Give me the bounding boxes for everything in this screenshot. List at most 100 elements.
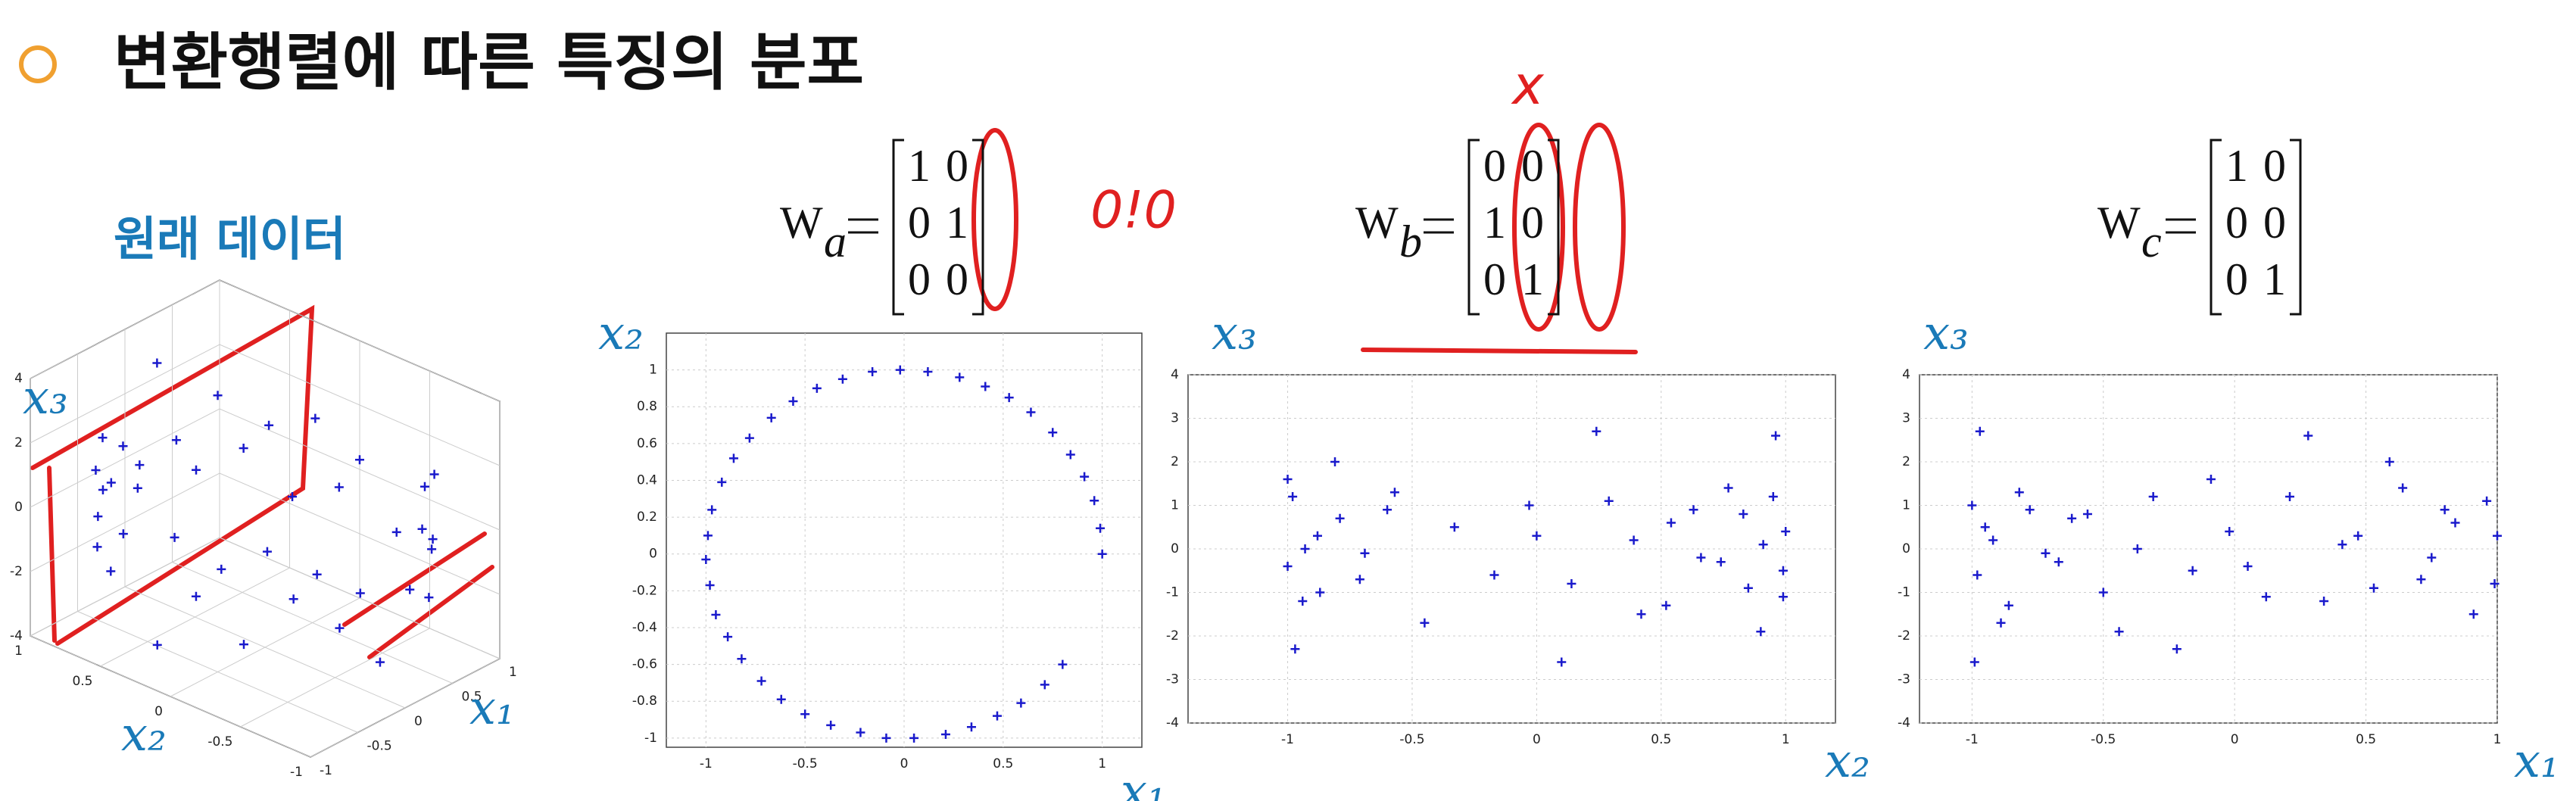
z-tick-label: -2 — [10, 564, 23, 579]
data-point — [170, 532, 179, 542]
grid-line — [240, 371, 430, 728]
data-point — [171, 435, 181, 445]
data-point — [213, 391, 223, 400]
data-point — [1689, 505, 1698, 515]
data-point — [1315, 588, 1325, 597]
data-point — [93, 512, 103, 522]
data-point — [723, 632, 733, 642]
data-point — [1781, 527, 1791, 536]
handwritten-note: x — [1511, 55, 1544, 117]
data-point — [1330, 457, 1340, 466]
matrix-entry: 1 — [1521, 254, 1544, 304]
data-point — [1298, 597, 1308, 606]
data-point — [703, 531, 713, 541]
y-tick-label: -4 — [1898, 715, 1910, 731]
matrix-entry: 1 — [908, 141, 931, 191]
data-point — [1004, 393, 1014, 403]
red-stroke — [30, 304, 494, 659]
grid-line — [30, 280, 220, 637]
data-point — [2041, 548, 2051, 558]
data-point — [2416, 575, 2426, 584]
data-point — [106, 478, 116, 488]
data-point — [1696, 553, 1706, 563]
data-point — [2206, 475, 2216, 484]
matrix-name: W — [1355, 198, 1399, 248]
data-point — [1604, 496, 1614, 506]
z-tick-label: -4 — [10, 628, 23, 644]
y-tick-label: 0.4 — [637, 472, 657, 488]
x-tick-label: 0.5 — [462, 690, 482, 705]
y-tick-label: 3 — [1171, 411, 1179, 426]
data-point — [1449, 522, 1459, 532]
data-point — [1283, 562, 1293, 571]
red-circle — [1512, 123, 1565, 332]
data-point — [429, 469, 439, 479]
data-point — [310, 413, 320, 423]
matrix-name: W — [780, 198, 823, 248]
equals-sign — [848, 218, 878, 234]
data-point — [2067, 513, 2077, 523]
y-tick-label: -3 — [1898, 672, 1910, 687]
y-tick-label: 0 — [1171, 541, 1179, 556]
data-point — [1778, 592, 1788, 602]
z-tick-label: 4 — [14, 371, 23, 386]
red-circle — [1573, 123, 1626, 332]
matrix-bracket — [2210, 139, 2302, 316]
data-point — [106, 566, 116, 576]
matrix-entry: 0 — [2225, 254, 2248, 304]
data-point — [1723, 483, 1733, 493]
data-point — [966, 722, 976, 732]
data-point — [264, 420, 274, 430]
data-point — [2482, 496, 2492, 506]
z-tick-label: 0 — [14, 500, 23, 515]
y-tick-label: 0 — [154, 704, 163, 719]
x-tick-label: 0 — [1533, 732, 1541, 747]
data-point — [1420, 618, 1430, 628]
data-point — [2082, 510, 2092, 519]
data-point — [355, 455, 364, 465]
data-point — [217, 564, 226, 574]
x-tick-label: -1 — [320, 763, 332, 778]
matrix-entry: 0 — [1521, 198, 1544, 248]
data-point — [355, 588, 365, 598]
data-point — [1743, 583, 1753, 593]
data-point — [2098, 588, 2108, 597]
data-point — [1967, 500, 1977, 510]
data-point — [1283, 475, 1293, 484]
data-point — [288, 492, 298, 501]
y-tick-label: 1 — [1171, 498, 1179, 513]
data-point — [1360, 548, 1370, 558]
grid-line — [310, 401, 501, 758]
x-tick-label: -0.5 — [367, 739, 392, 754]
data-point — [909, 733, 919, 743]
x-tick-label: 0 — [2231, 732, 2239, 747]
data-point — [391, 527, 401, 537]
data-point — [2303, 431, 2313, 441]
data-point — [2337, 540, 2347, 550]
y-tick-label: -0.6 — [632, 657, 657, 672]
data-point — [737, 654, 747, 664]
matrix-entry: 0 — [1521, 141, 1544, 191]
red-circle — [971, 128, 1018, 311]
data-point — [2450, 518, 2460, 528]
y-tick-label: 2 — [1171, 454, 1179, 469]
data-point — [2148, 492, 2158, 501]
data-point — [1771, 431, 1781, 441]
grid-line — [124, 329, 406, 709]
data-point — [2398, 483, 2408, 493]
data-point — [428, 535, 438, 544]
matrix-entry: 1 — [2263, 254, 2286, 304]
data-point — [1973, 570, 1982, 580]
data-point — [756, 676, 766, 686]
x-tick-label: 1 — [1782, 732, 1790, 747]
data-point — [2261, 592, 2271, 602]
x-axis-label: x₁ — [469, 680, 515, 735]
data-point — [2468, 609, 2478, 619]
data-point — [118, 441, 128, 451]
data-point — [955, 372, 965, 382]
data-point — [312, 569, 322, 579]
matrix-entry: 0 — [2263, 141, 2286, 191]
data-point — [1355, 575, 1364, 584]
data-point — [837, 374, 847, 384]
data-point — [133, 483, 142, 493]
